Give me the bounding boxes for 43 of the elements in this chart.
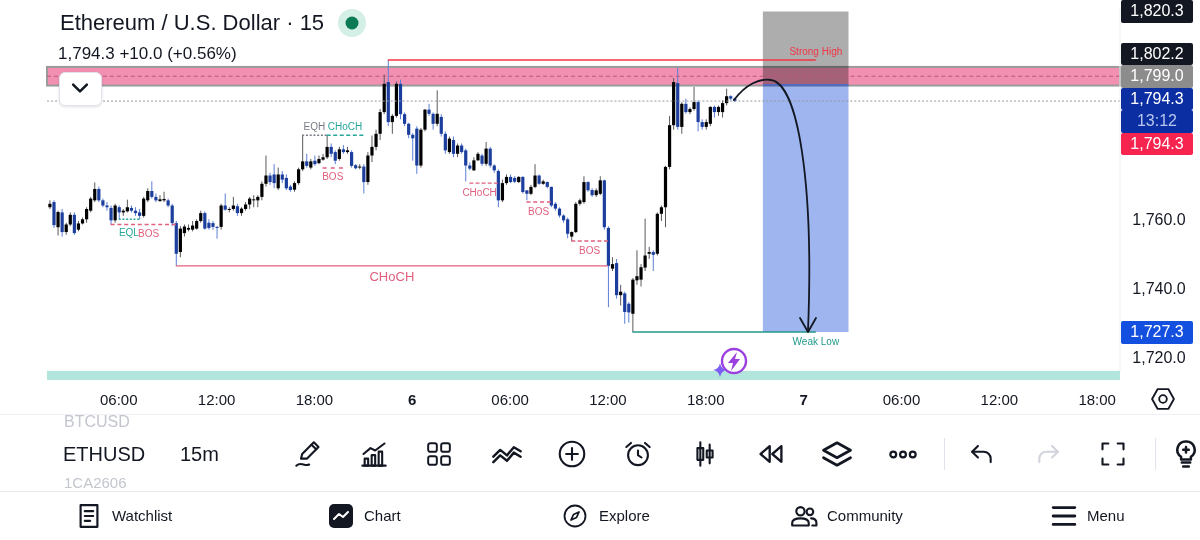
text: 15m: [180, 442, 219, 466]
series-label: BOS: [322, 171, 344, 183]
chart-title: Ethereum / U.S. Dollar · 15: [60, 10, 325, 36]
text: 1,802.2: [1121, 42, 1193, 65]
x-tick-label: 12:00: [197, 390, 236, 408]
x-tick-label: 12:00: [980, 390, 1019, 408]
text: 1,820.3: [1121, 0, 1193, 23]
series-label: BOS: [137, 227, 160, 239]
text: 1CA2606: [64, 474, 127, 492]
series-label: EQL: [118, 226, 140, 238]
text: 1,794.3: [1121, 87, 1193, 110]
x-tick-label: 12:00: [589, 390, 627, 408]
text: ETHUSD: [63, 442, 146, 466]
x-tick-label: 7: [799, 390, 808, 408]
text: Watchlist: [112, 507, 173, 525]
y-tick-label: 1,760.0: [1132, 210, 1186, 228]
x-tick-label: 06:00: [99, 390, 138, 408]
series-label: CHoCH: [369, 268, 415, 284]
text: Community: [827, 507, 903, 525]
x-tick-label: 18:00: [1078, 390, 1116, 408]
series-label: CHoCH: [462, 186, 497, 198]
x-tick-label: 06:00: [882, 390, 921, 408]
x-tick-label: 6: [408, 390, 417, 408]
x-tick-label: 06:00: [491, 390, 529, 408]
series-label: CHoCH: [327, 120, 363, 132]
text: Chart: [364, 507, 401, 525]
x-tick-label: 18:00: [295, 390, 334, 408]
series-label: BOS: [528, 205, 550, 217]
series-label: Weak Low: [792, 335, 840, 347]
series-label: Strong High: [789, 45, 843, 57]
text: 1,794.3: [1121, 132, 1193, 155]
text: 13:12: [1121, 110, 1193, 133]
text: 1,794.3 +10.0 (+0.56%): [58, 44, 237, 64]
y-tick-label: 1,720.0: [1132, 348, 1186, 366]
text: BTCUSD: [64, 412, 130, 432]
series-label: EQH: [303, 120, 326, 132]
text: Explore: [599, 507, 650, 525]
x-tick-label: 18:00: [687, 390, 725, 408]
text: 1,727.3: [1121, 321, 1193, 344]
text: Menu: [1087, 507, 1125, 525]
y-tick-label: 1,740.0: [1132, 279, 1186, 297]
text: 1,799.0: [1121, 65, 1193, 88]
series-label: BOS: [579, 244, 601, 256]
